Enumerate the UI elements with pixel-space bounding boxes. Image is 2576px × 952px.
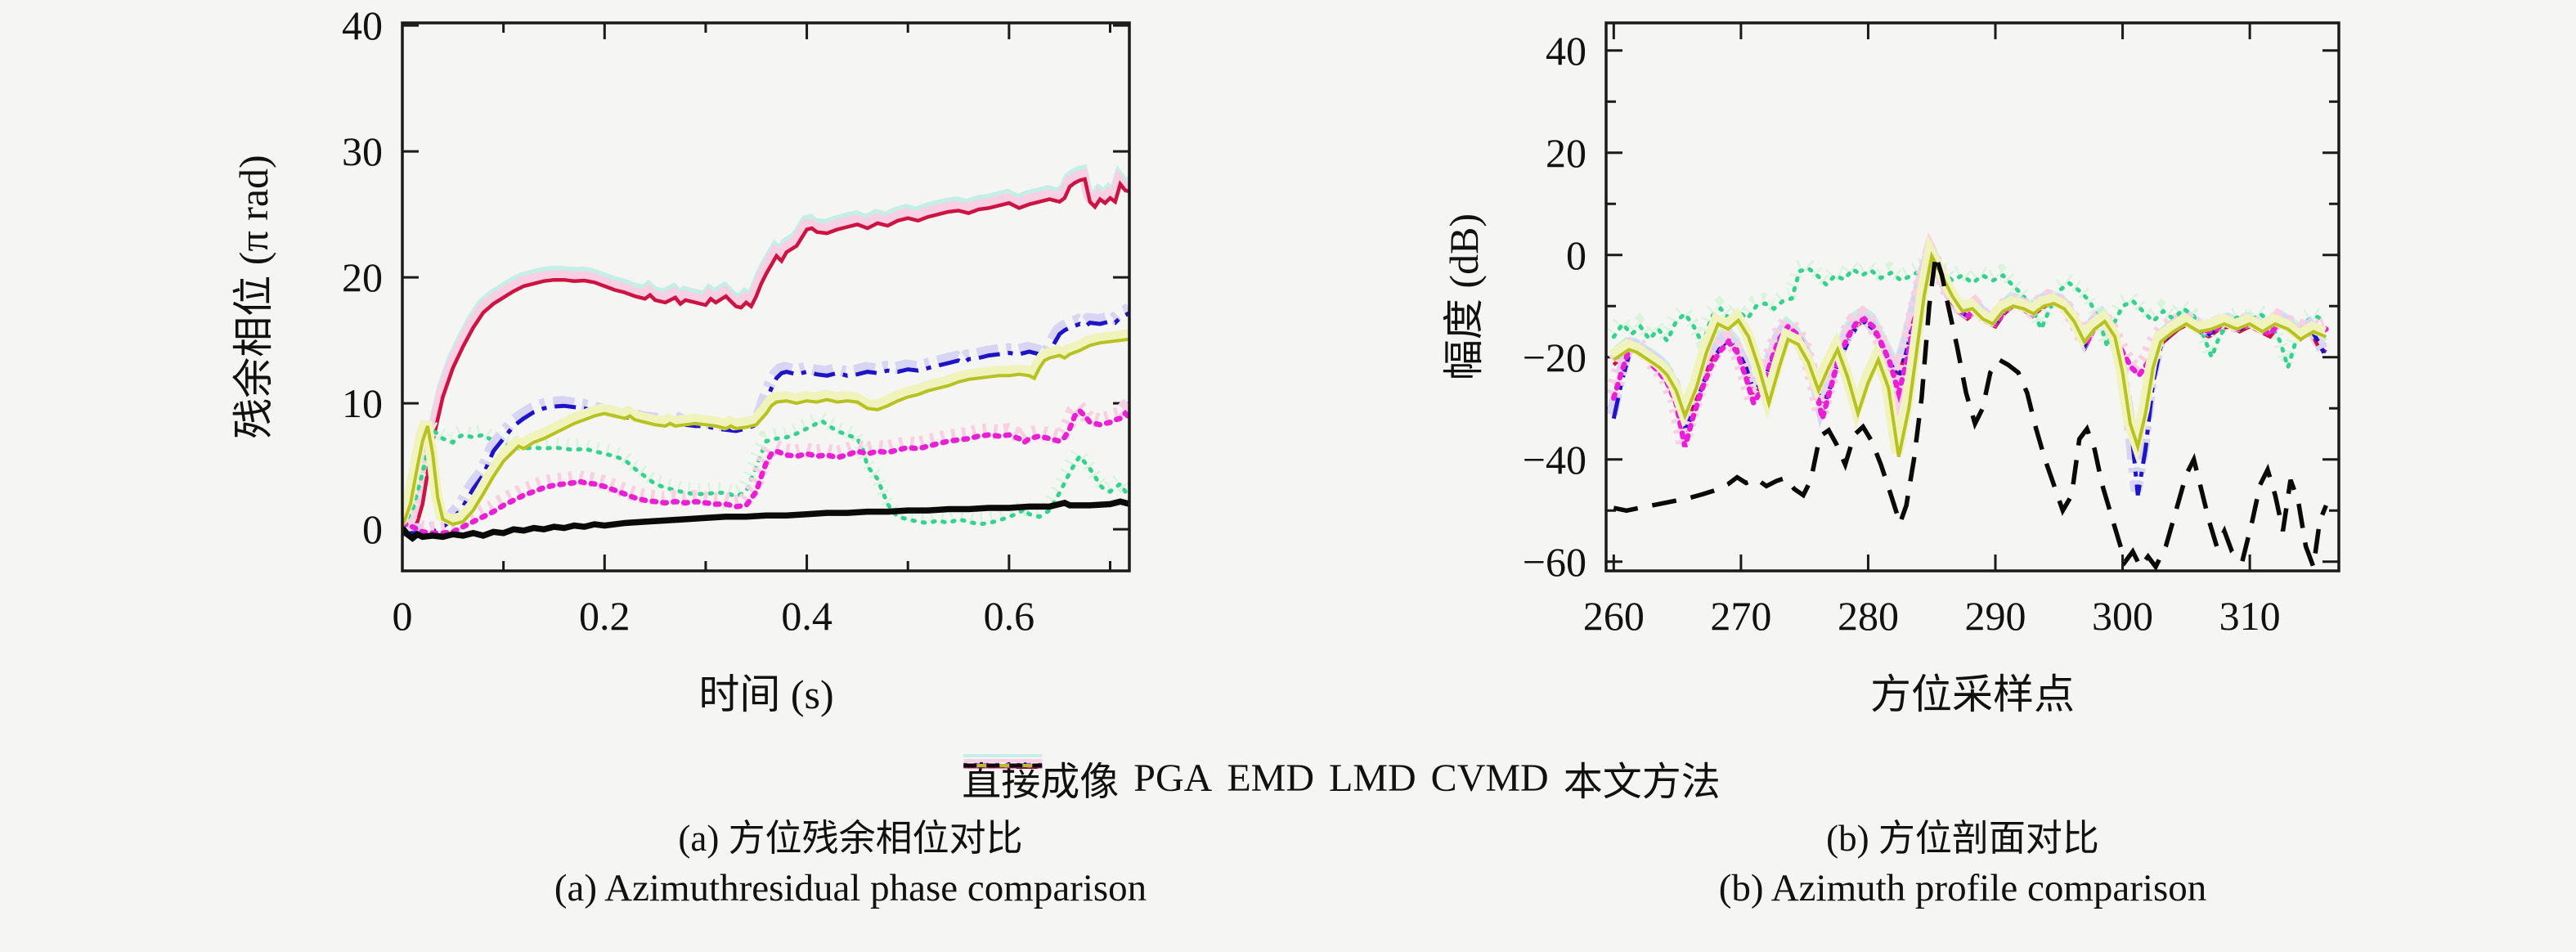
chart-b-x-tick-label: 270 (1710, 593, 1771, 639)
series-ours-line (402, 498, 1129, 542)
series-cvmd-line (1613, 250, 2327, 458)
series-ours-line (1613, 254, 2328, 571)
caption-a-cjk: (a) 方位残余相位对比 (678, 818, 1023, 859)
legend-item-emd: EMD (963, 756, 1314, 801)
chart-b-x-tick-label: 260 (1583, 593, 1645, 639)
chart-b-y-tick-label: 0 (1566, 232, 1586, 278)
legend-label-emd: EMD (1227, 756, 1314, 800)
series-direct-line (402, 177, 1129, 535)
chart-a-y-tick-label: 0 (362, 506, 383, 552)
legend-label-lmd: LMD (1329, 756, 1416, 800)
chart-b-y-tick-label: 20 (1546, 130, 1586, 176)
chart-b-y-tick-label: −20 (1523, 335, 1586, 380)
chart-a-y-tick-label: 40 (342, 2, 383, 48)
chart-a: 0 0.2 0.4 0.6 0 10 20 30 40 (342, 2, 1131, 639)
chart-a-y-tick-label: 30 (342, 128, 383, 174)
series-pga-line (402, 418, 1129, 528)
chart-b-x-axis-label: 方位采样点 (1870, 671, 2075, 717)
chart-a-x-tick-label: 0.2 (579, 593, 631, 639)
chart-b-x-tick-label: 310 (2219, 593, 2281, 639)
chart-b-y-tick-label: 40 (1546, 28, 1586, 74)
legend-item-cvmd: CVMD (963, 756, 1549, 801)
series-lmd-halo (1606, 232, 2327, 445)
chart-b-border (1604, 21, 2340, 573)
chart-b-x-tick-label: 300 (2092, 593, 2153, 639)
chart-a-x-tick-label: 0.4 (781, 593, 832, 639)
chart-a-x-tick-label: 0.6 (984, 593, 1035, 639)
chart-a-y-axis-label: 残余相位 (π rad) (231, 155, 276, 439)
legend-label-pga: PGA (1133, 756, 1213, 800)
legend-label-cvmd: CVMD (1430, 756, 1549, 800)
chart-b-y-tick-label: −60 (1523, 539, 1586, 585)
caption-a-latin: (a) Azimuthresidual phase comparison (554, 867, 1147, 909)
series-pga-line (1611, 254, 2328, 375)
legend-item-pga: PGA (963, 756, 1213, 801)
chart-b-y-tick-label: −40 (1523, 437, 1586, 483)
chart-a-ticks (401, 23, 1129, 571)
legend-item-lmd: LMD (963, 756, 1416, 801)
chart-b-ticks (1606, 23, 2339, 571)
legend-swatch-ours-icon (963, 763, 1043, 768)
series-emd-halo (1606, 235, 2330, 492)
chart-a-y-tick-label: 10 (342, 380, 383, 426)
chart-b: 260 270 280 290 300 310 40 20 0 −20 −40 −60 (1523, 21, 2340, 639)
legend: 直接成像 PGA EMD LMD CVMD 本文方法 (962, 749, 1721, 806)
series-direct-halo (402, 168, 1129, 535)
caption-b: (b) 方位剖面对比 (b) Azimuth profile compariso… (1719, 814, 2207, 914)
caption-a: (a) 方位残余相位对比 (a) Azimuthresidual phase c… (554, 814, 1147, 914)
chart-a-border (401, 21, 1131, 573)
chart-b-x-tick-label: 280 (1838, 593, 1899, 639)
series-emd-line (402, 311, 1129, 537)
caption-b-cjk: (b) 方位剖面对比 (1826, 818, 2099, 859)
series-cvmd-halo (402, 329, 1129, 527)
legend-label-ours: 本文方法 (1563, 761, 1721, 804)
legend-item-ours: 本文方法 (963, 749, 1721, 806)
chart-a-x-tick-label: 0 (393, 593, 413, 639)
chart-a-x-axis-label: 时间 (s) (698, 671, 834, 717)
series-cvmd-line (402, 337, 1129, 528)
chart-b-x-tick-label: 290 (1965, 593, 2026, 639)
caption-b-latin: (b) Azimuth profile comparison (1718, 867, 2207, 909)
series-lmd-line (1611, 249, 2329, 447)
series-emd-halo (402, 303, 1129, 537)
chart-b-y-axis-label: 幅度 (dB) (1441, 213, 1487, 381)
series-emd-line (1611, 249, 2328, 496)
chart-a-y-tick-label: 20 (342, 254, 383, 300)
series-lmd-line (402, 406, 1129, 537)
